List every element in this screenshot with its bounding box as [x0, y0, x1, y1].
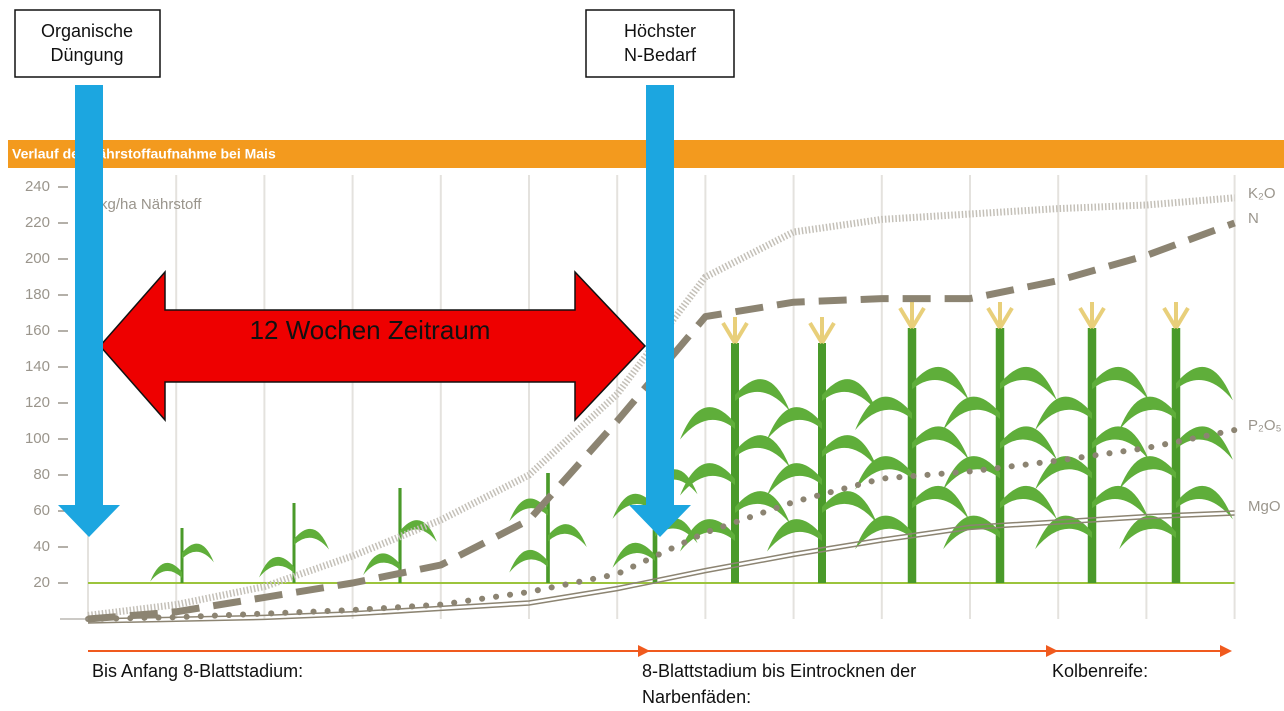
plant-leaf	[1176, 367, 1233, 400]
plant-leaf	[855, 397, 912, 430]
plant-leaf	[735, 435, 790, 467]
plant	[150, 528, 214, 583]
note-text: Düngung	[50, 45, 123, 65]
plant-leaf	[735, 379, 790, 411]
plant-tassel	[810, 317, 834, 343]
plant-leaf	[912, 367, 969, 400]
phase-arrows	[88, 645, 1232, 657]
note-text: Höchster	[624, 21, 696, 41]
plant-leaf	[1119, 456, 1176, 489]
plant-leaf	[1035, 456, 1092, 489]
chart: Verlauf der Nährstoffaufnahme bei Mais 2…	[0, 0, 1284, 711]
plant-leaf	[680, 407, 735, 439]
plant-tassel	[723, 317, 747, 343]
plant-leaf	[822, 491, 877, 523]
plant-leaf	[1000, 426, 1057, 459]
plant-leaf	[1035, 397, 1092, 430]
plant-tassel	[988, 302, 1012, 328]
plant-leaf	[1000, 367, 1057, 400]
phase-label: 8-Blattstadium bis Eintrocknen der	[642, 661, 916, 681]
y-tick-label: 220	[25, 214, 50, 231]
plant-tassel	[1164, 302, 1188, 328]
series-label: K₂O	[1248, 185, 1276, 202]
plant-tassel	[1080, 302, 1104, 328]
period-label: 12 Wochen Zeitraum	[250, 315, 491, 345]
plant-leaf	[294, 529, 329, 550]
plant-leaf	[680, 463, 735, 495]
plant-leaf	[1000, 486, 1057, 519]
plant	[855, 302, 969, 583]
plant-leaf	[182, 544, 214, 563]
chart-title: Verlauf der Nährstoffaufnahme bei Mais	[12, 146, 276, 162]
phase-label: Bis Anfang 8-Blattstadium:	[92, 661, 303, 681]
note-text: N-Bedarf	[624, 45, 697, 65]
plant-leaf	[680, 519, 735, 551]
plant-leaf	[735, 491, 790, 523]
plant-tassel	[900, 302, 924, 328]
note-text: Organische	[41, 21, 133, 41]
period-arrow	[100, 272, 645, 420]
phase-label: Narbenfäden:	[642, 687, 751, 707]
plant-leaf	[150, 563, 182, 582]
series-label: N	[1248, 210, 1259, 227]
y-tick-label: 140	[25, 358, 50, 375]
plant-leaf	[1119, 516, 1176, 549]
plant-leaf	[822, 435, 877, 467]
plant-leaf	[1176, 486, 1233, 519]
plant-leaf	[943, 397, 1000, 430]
series-label: MgO	[1248, 498, 1281, 515]
y-tick-label: 20	[33, 574, 50, 591]
plant-leaf	[1092, 426, 1149, 459]
y-tick-label: 40	[33, 538, 50, 555]
y-tick-label: 80	[33, 466, 50, 483]
phase-label: Kolbenreife:	[1052, 661, 1148, 681]
y-tick-label: 120	[25, 394, 50, 411]
plant-leaf	[1092, 367, 1149, 400]
plant-leaf	[1119, 397, 1176, 430]
plant-leaf	[1176, 426, 1233, 459]
y-tick-label: 60	[33, 502, 50, 519]
y-axis-label: kg/ha Nährstoff	[100, 196, 202, 213]
y-tick-label: 100	[25, 430, 50, 447]
y-tick-label: 160	[25, 322, 50, 339]
plant-leaf	[912, 426, 969, 459]
plant-leaf	[912, 486, 969, 519]
plant-leaf	[855, 456, 912, 489]
plant-leaf	[855, 516, 912, 549]
y-tick-label: 240	[25, 178, 50, 195]
plant	[1035, 302, 1149, 583]
plant-leaf	[548, 524, 587, 547]
y-tick-label: 180	[25, 286, 50, 303]
y-tick-label: 200	[25, 250, 50, 267]
series-label: P₂O₅	[1248, 417, 1282, 434]
